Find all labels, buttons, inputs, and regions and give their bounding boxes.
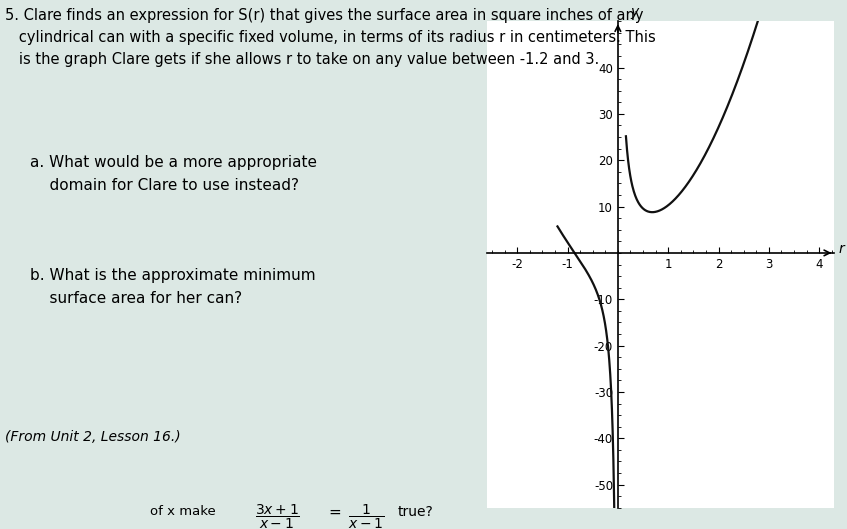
Text: 5. Clare finds an expression for S(r) that gives the surface area in square inch: 5. Clare finds an expression for S(r) th…	[5, 8, 644, 23]
Text: r: r	[839, 242, 844, 256]
Text: true?: true?	[398, 505, 434, 519]
Text: is the graph Clare gets if she allows r to take on any value between -1.2 and 3.: is the graph Clare gets if she allows r …	[5, 52, 599, 67]
Text: y: y	[630, 5, 639, 19]
Text: cylindrical can with a specific fixed volume, in terms of its radius r in centim: cylindrical can with a specific fixed vo…	[5, 30, 656, 45]
Text: =: =	[328, 505, 340, 520]
Text: b. What is the approximate minimum: b. What is the approximate minimum	[30, 268, 316, 283]
Text: of x make: of x make	[150, 505, 216, 518]
Text: a. What would be a more appropriate: a. What would be a more appropriate	[30, 155, 317, 170]
Text: (From Unit 2, Lesson 16.): (From Unit 2, Lesson 16.)	[5, 430, 180, 444]
Text: $\dfrac{3x+1}{x-1}$: $\dfrac{3x+1}{x-1}$	[255, 503, 300, 529]
Text: $\dfrac{1}{x-1}$: $\dfrac{1}{x-1}$	[348, 503, 385, 529]
Text: domain for Clare to use instead?: domain for Clare to use instead?	[30, 178, 299, 193]
Text: surface area for her can?: surface area for her can?	[30, 291, 242, 306]
